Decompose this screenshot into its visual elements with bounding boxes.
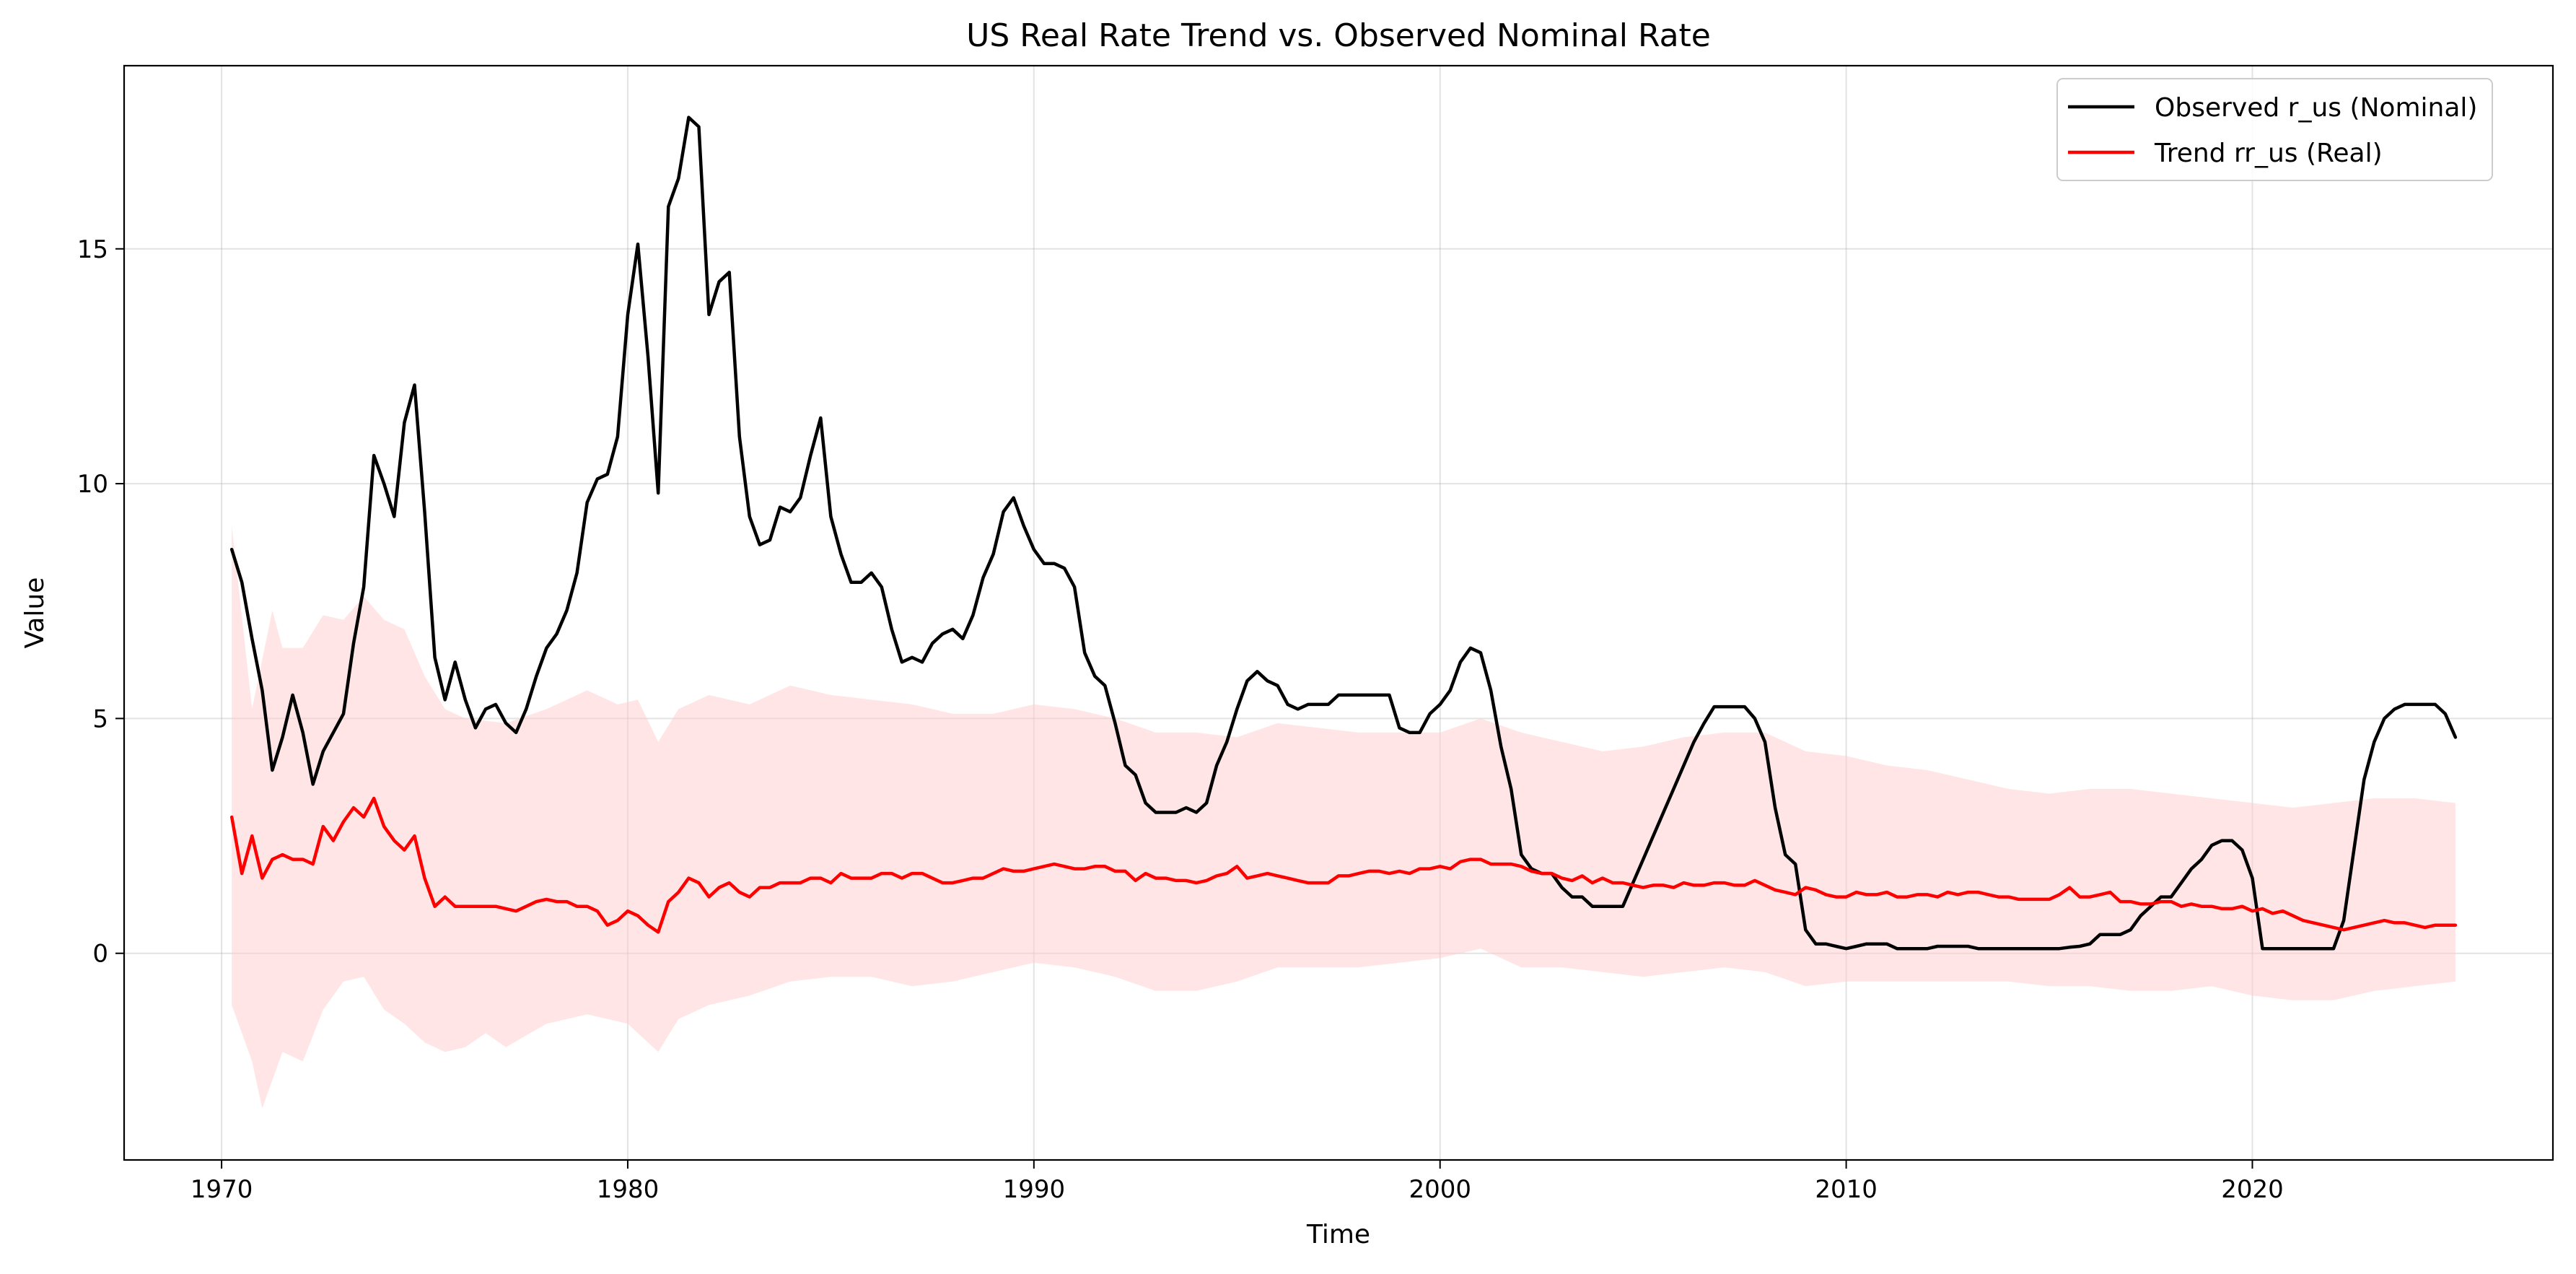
x-tick-label: 2000 xyxy=(1409,1175,1471,1204)
x-tick-label: 1980 xyxy=(597,1175,660,1204)
y-tick-label: 0 xyxy=(92,940,108,969)
legend-box xyxy=(2056,78,2493,181)
x-tick-label: 1990 xyxy=(1003,1175,1066,1204)
x-tick-label: 2010 xyxy=(1815,1175,1878,1204)
y-tick-label: 5 xyxy=(92,704,108,733)
x-tick-label: 1970 xyxy=(190,1175,253,1204)
x-axis-label: Time xyxy=(1306,1220,1370,1249)
x-axis-ticks: 1970 1980 1990 2000 2010 2020 xyxy=(190,1160,2284,1204)
y-axis-label: Value xyxy=(20,577,50,649)
observed-nominal-line xyxy=(229,115,2458,951)
confidence-band xyxy=(232,525,2455,1109)
chart-title: US Real Rate Trend vs. Observed Nominal … xyxy=(966,17,1711,54)
series-lines xyxy=(229,115,2458,951)
plot-frame xyxy=(123,64,2554,1161)
trend-real-line xyxy=(229,796,2458,934)
trend-uncertainty-band xyxy=(232,525,2455,1109)
legend-label-trend: Trend rr_us (Real) xyxy=(2154,139,2383,168)
legend-label-observed: Observed r_us (Nominal) xyxy=(2155,93,2477,123)
y-tick-label: 10 xyxy=(77,470,108,499)
legend: Observed r_us (Nominal) Trend rr_us (Rea… xyxy=(2056,78,2493,181)
x-tick-label: 2020 xyxy=(2221,1175,2284,1204)
y-tick-label: 15 xyxy=(77,235,108,264)
y-axis-ticks: 0 5 10 15 xyxy=(77,235,124,969)
